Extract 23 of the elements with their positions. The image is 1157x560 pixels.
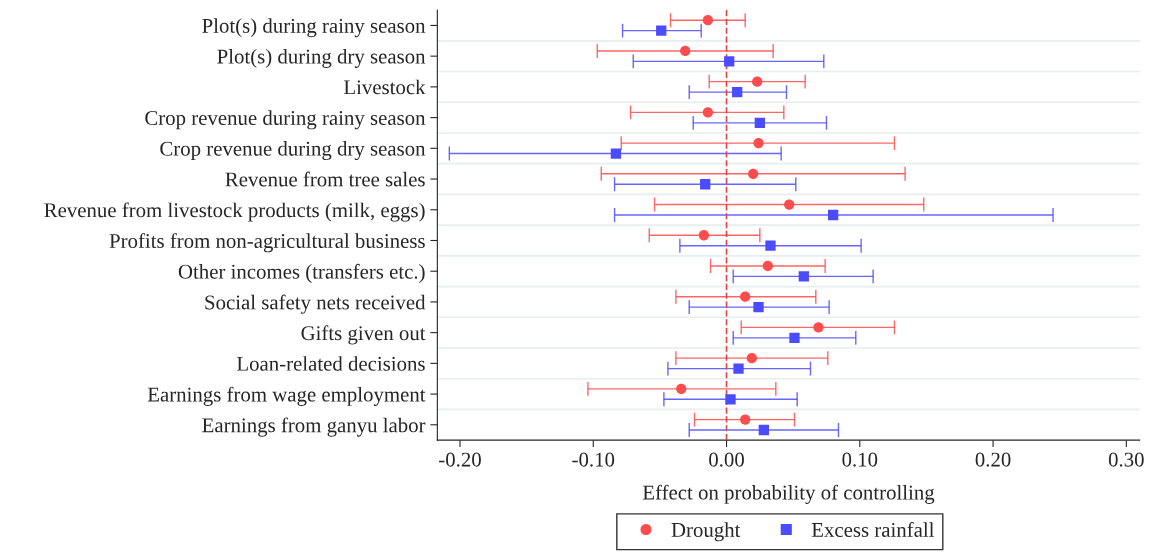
x-tick-label: 0.10 bbox=[842, 452, 878, 467]
y-tick-label: Loan-related decisions bbox=[236, 356, 425, 371]
y-tick-label: Livestock bbox=[343, 79, 426, 95]
y-tick-label: Revenue from livestock products (milk, eggs) bbox=[44, 202, 425, 222]
y-tick-label: Crop revenue during dry season bbox=[160, 141, 426, 161]
y-tick-label: Plot(s) during rainy season bbox=[202, 18, 426, 38]
x-tick-label: 0.00 bbox=[709, 452, 744, 467]
x-tick-label: 0.20 bbox=[975, 452, 1011, 467]
y-tick-label: Plot(s) during dry season bbox=[217, 48, 426, 68]
y-tick-label: Other incomes (transfers etc.) bbox=[178, 263, 425, 283]
y-tick-label: Crop revenue during rainy season bbox=[145, 110, 426, 130]
y-tick-label: Revenue from tree sales bbox=[225, 171, 425, 187]
y-tick-label: Social safety nets received bbox=[205, 294, 426, 314]
y-tick-label: Gifts given out bbox=[301, 325, 426, 345]
x-tick-label: -0.10 bbox=[572, 452, 615, 467]
y-tick-label: Earnings from wage employment bbox=[147, 386, 426, 406]
legend-label: Excess rainfall bbox=[811, 522, 935, 537]
y-tick-label: Profits from non-agricultural business bbox=[109, 233, 425, 253]
x-tick-label: 0.30 bbox=[1108, 452, 1144, 467]
y-tick-label: Earnings from ganyu labor bbox=[202, 417, 426, 437]
x-tick-label: -0.20 bbox=[439, 452, 481, 467]
x-axis-title: Effect on probability of controlling bbox=[642, 484, 935, 504]
legend-label: Drought bbox=[671, 522, 741, 542]
